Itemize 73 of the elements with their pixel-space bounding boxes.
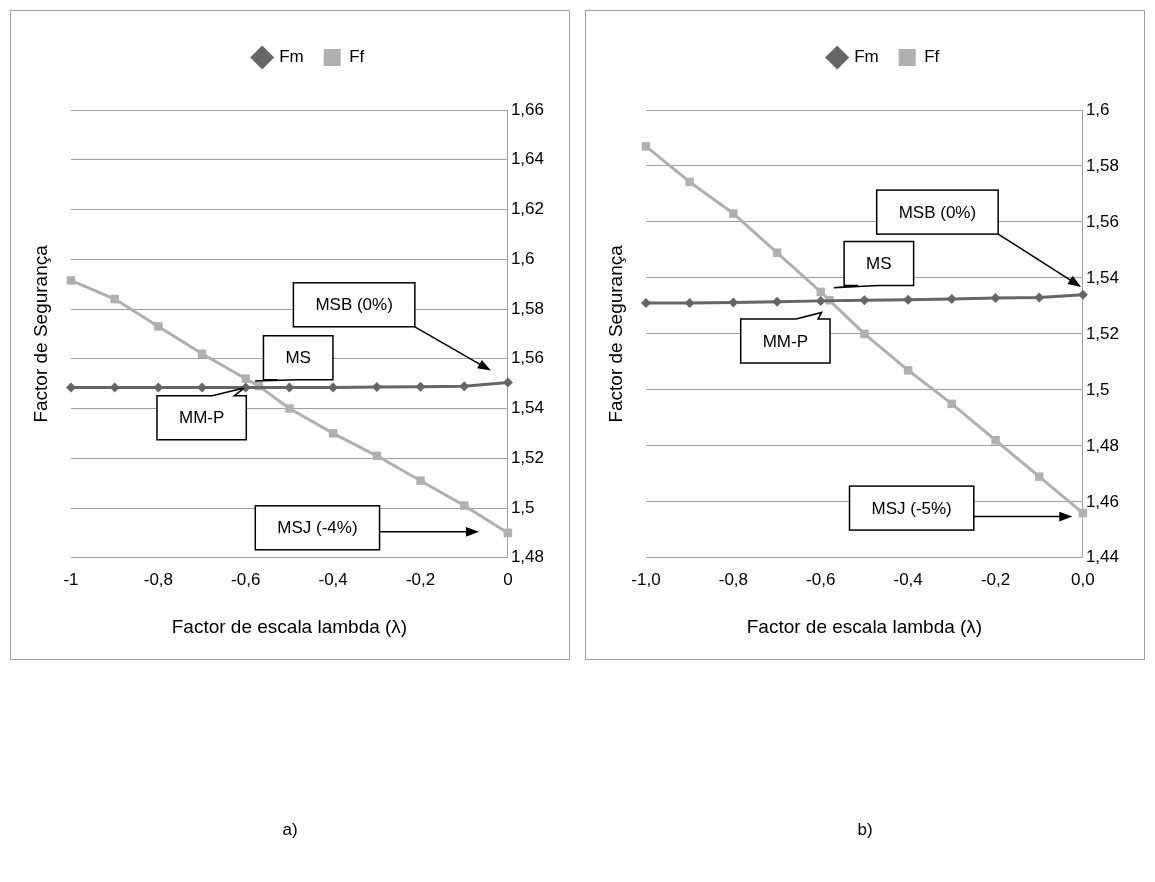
x-tick-label: -0,6 <box>806 569 836 589</box>
point <box>66 276 76 285</box>
x-tick-label: 0 <box>503 569 513 589</box>
point <box>241 374 251 383</box>
y-tick-label: 1,44 <box>1085 547 1120 567</box>
y-tick-label: 1,66 <box>510 99 545 119</box>
y-axis-title: Factor de Segurança <box>30 244 52 423</box>
y-tick-label: 1,46 <box>1085 491 1120 511</box>
text: b) <box>856 820 874 840</box>
annotation: MM-P <box>762 331 809 351</box>
point <box>729 209 738 218</box>
x-tick-label: -0,2 <box>980 569 1011 589</box>
point <box>502 377 513 388</box>
x-tick-label: -0,4 <box>893 569 923 589</box>
legend-label: Ff <box>349 47 365 67</box>
y-tick-label: 1,58 <box>1085 155 1120 175</box>
point <box>990 293 1001 304</box>
x-tick-label: -0,8 <box>718 569 749 589</box>
x-tick-label: -1,0 <box>631 569 661 589</box>
annotation: MS <box>866 254 892 274</box>
y-tick-label: 1,62 <box>510 199 545 219</box>
y-tick-label: 1,48 <box>510 547 545 567</box>
x-axis-title: Factor de escala lambda (λ) <box>746 615 983 637</box>
annotation: MSB (0%) <box>898 202 977 222</box>
legend-label: Ff <box>924 47 940 67</box>
annotation: MM-P <box>178 408 225 428</box>
y-tick-label: 1,54 <box>510 398 545 418</box>
y-tick-label: 1,6 <box>510 248 535 268</box>
point <box>641 142 651 151</box>
point <box>991 436 1000 445</box>
y-tick-label: 1,5 <box>510 497 535 517</box>
x-tick-label: -0,4 <box>318 569 348 589</box>
x-tick-label: -1 <box>63 569 79 589</box>
point <box>1034 292 1045 303</box>
y-tick-label: 1,56 <box>510 348 545 368</box>
y-tick-label: 1,6 <box>1085 99 1110 119</box>
x-tick-label: -0,8 <box>143 569 174 589</box>
annotation: MS <box>285 348 311 368</box>
point <box>415 381 426 392</box>
annotation: MSB (0%) <box>315 295 393 315</box>
point <box>459 381 470 392</box>
annotation: MSJ (-5%) <box>871 498 952 518</box>
point <box>285 404 294 413</box>
point <box>66 382 76 393</box>
x-axis-title: Factor de escala lambda (λ) <box>171 615 408 637</box>
point <box>1034 472 1044 481</box>
annotation: MSJ (-4%) <box>277 518 358 538</box>
point <box>859 295 870 306</box>
y-tick-label: 1,48 <box>1085 435 1120 455</box>
y-tick-label: 1,54 <box>1085 267 1120 287</box>
point <box>154 322 163 331</box>
x-tick-label: -0,6 <box>231 569 261 589</box>
legend-label: Fm <box>279 47 304 67</box>
point <box>903 366 913 375</box>
point <box>641 298 651 309</box>
point <box>860 329 869 339</box>
y-tick-label: 1,64 <box>510 149 545 169</box>
point <box>685 177 694 187</box>
y-axis-title: Factor de Segurança <box>605 244 627 423</box>
text: a) <box>281 820 299 840</box>
point <box>328 429 338 438</box>
y-tick-label: 1,5 <box>1085 379 1110 399</box>
point <box>459 501 469 510</box>
y-tick-label: 1,52 <box>1085 323 1120 343</box>
point <box>110 294 119 304</box>
y-tick-label: 1,58 <box>510 298 545 318</box>
y-tick-label: 1,56 <box>1085 211 1120 231</box>
x-tick-label: 0,0 <box>1071 569 1095 589</box>
legend-label: Fm <box>854 47 879 67</box>
x-tick-label: -0,2 <box>405 569 436 589</box>
y-tick-label: 1,52 <box>510 447 545 467</box>
point <box>772 248 782 257</box>
point <box>416 476 425 485</box>
